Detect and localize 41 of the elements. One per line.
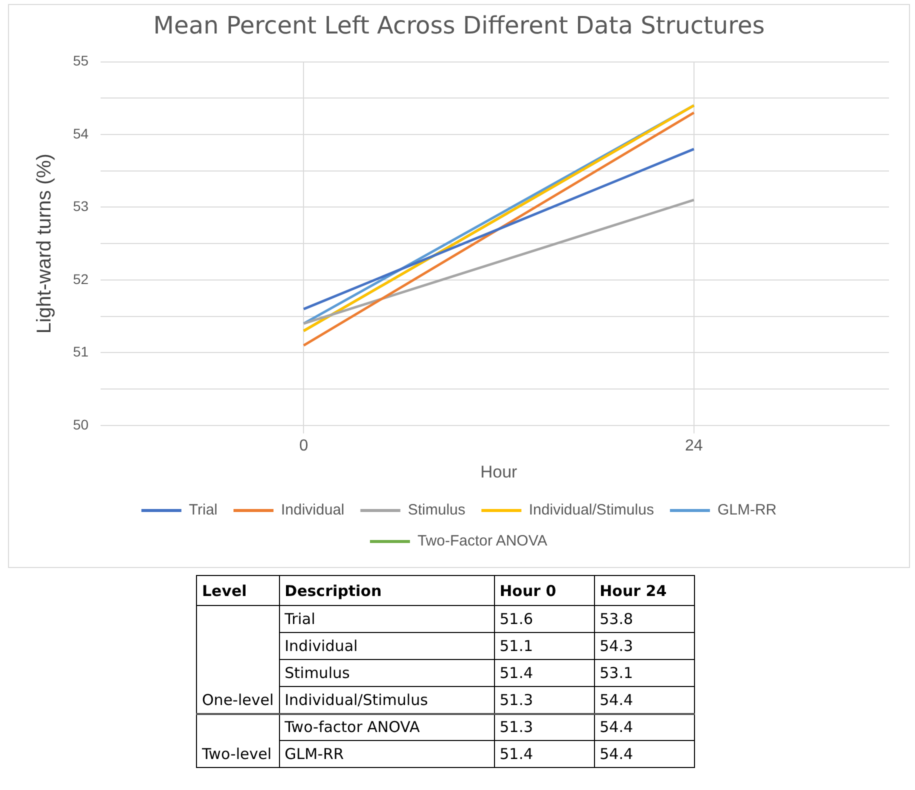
text: GLM-RR <box>279 740 494 768</box>
text: 51.4 <box>494 740 594 768</box>
text: One-level <box>196 686 280 714</box>
text: 51.3 <box>494 686 594 714</box>
text: Hour 0 <box>494 576 594 606</box>
y-tick-label: 52 <box>72 270 89 287</box>
y-tick-label: 54 <box>72 125 89 142</box>
text: 54.3 <box>594 632 694 660</box>
legend-label: Two-Factor ANOVA <box>417 532 548 550</box>
text: 51.3 <box>494 714 594 740</box>
x-tick-label: 24 <box>684 437 703 454</box>
x-tick-label: 0 <box>299 437 308 454</box>
text: Stimulus <box>279 660 494 686</box>
text: Description <box>279 576 494 606</box>
legend-label: Individual <box>280 502 344 519</box>
y-axis-title: Light-ward turns (%) <box>34 154 56 334</box>
chart-title: Mean Percent Left Across Different Data Structures <box>153 12 765 40</box>
y-tick-label: 50 <box>72 416 89 432</box>
text: 53.8 <box>594 606 694 632</box>
text: 51.6 <box>494 606 594 632</box>
text: Individual <box>279 632 494 660</box>
text: 53.1 <box>594 660 694 686</box>
text: Two-factor ANOVA <box>279 714 494 740</box>
text: Two-level <box>196 740 280 768</box>
text: 54.4 <box>594 714 694 740</box>
text: 54.4 <box>594 740 694 768</box>
y-tick-label: 53 <box>72 198 89 214</box>
legend-label: Stimulus <box>408 502 466 519</box>
x-axis-title: Hour <box>480 462 518 482</box>
legend-label: Trial <box>188 502 218 519</box>
text: 54.4 <box>594 686 694 714</box>
text: Hour 24 <box>594 576 694 606</box>
text: 51.1 <box>494 632 594 660</box>
text: Level <box>196 576 280 606</box>
legend-label: Individual/Stimulus <box>528 502 654 519</box>
text: 51.4 <box>494 660 594 686</box>
text: Trial <box>279 606 494 632</box>
y-tick-label: 51 <box>72 344 89 360</box>
text: Individual/Stimulus <box>279 686 494 714</box>
legend-label: GLM-RR <box>717 502 777 519</box>
y-tick-label: 55 <box>72 52 89 69</box>
